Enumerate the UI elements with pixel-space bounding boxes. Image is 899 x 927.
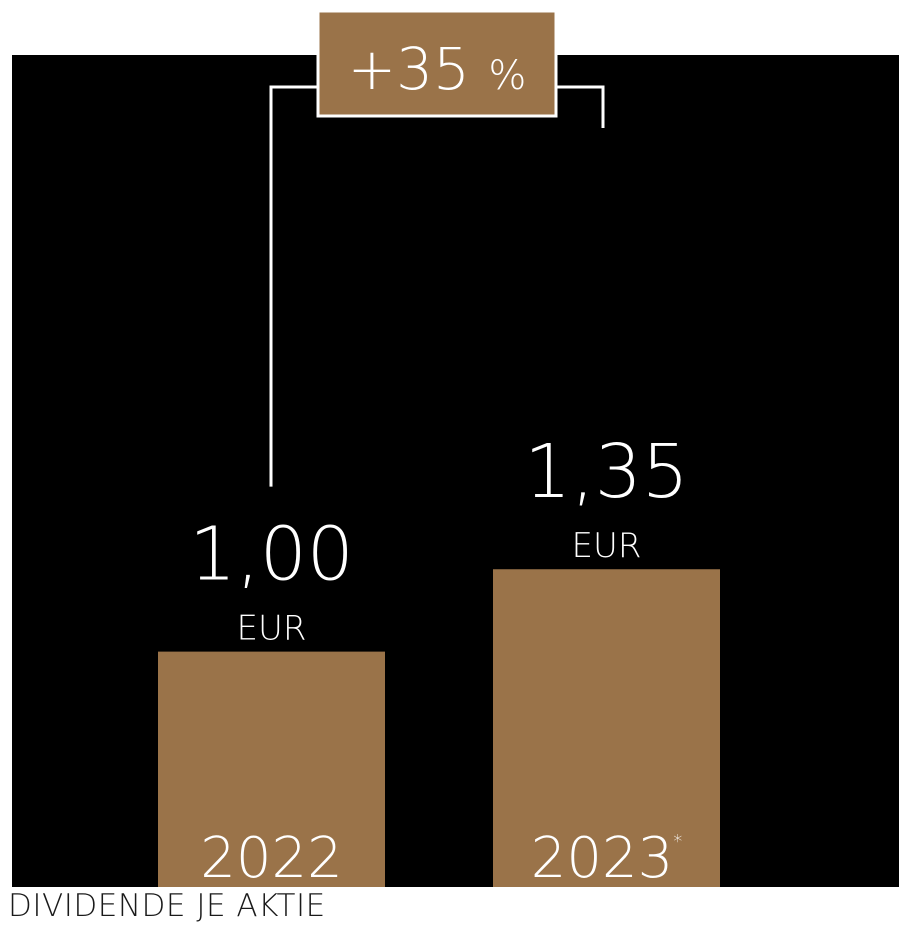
unit-label-2023: EUR — [572, 526, 642, 566]
category-label-2023: 2023* — [531, 826, 683, 891]
value-label-2022: 1,00 — [189, 512, 354, 598]
unit-label-2022: EUR — [237, 609, 307, 649]
bar-2022 — [158, 651, 385, 887]
change-bracket-right — [556, 85, 605, 128]
footnote-marker: * — [673, 831, 682, 852]
chart-background — [12, 55, 899, 887]
category-label-2022: 2022 — [200, 826, 343, 891]
change-percent-sign: % — [488, 53, 526, 99]
value-label-2023: 1,35 — [524, 429, 689, 515]
change-bracket-left — [269, 85, 318, 487]
bar-2023 — [493, 569, 720, 887]
chart-title: DIVIDENDE JE AKTIE — [8, 888, 326, 924]
change-badge — [316, 9, 558, 118]
